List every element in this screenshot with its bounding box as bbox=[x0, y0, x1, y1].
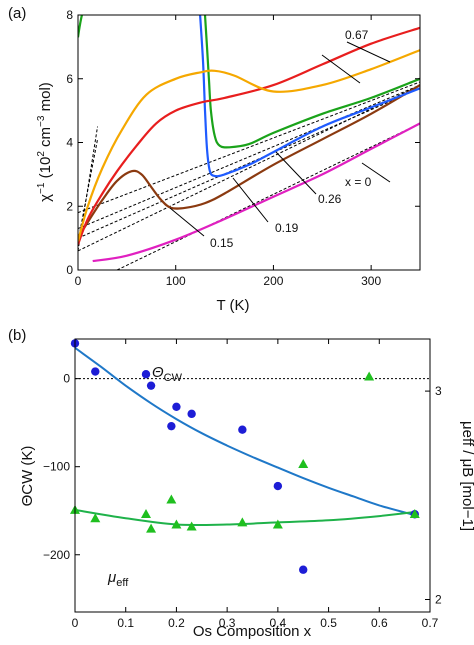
b-xtick-label: 0.4 bbox=[270, 616, 287, 630]
curie-weiss-fit-line-1 bbox=[78, 87, 420, 239]
a-xtick-label: 200 bbox=[263, 274, 283, 288]
panel-b-ylabel-right: μeff / μB [mol−1] bbox=[459, 421, 474, 531]
theta-cw-point bbox=[187, 409, 196, 419]
curve-0.19 bbox=[199, 15, 420, 178]
panel-a-ticks: 0 100 200 300 0 2 4 6 8 bbox=[66, 8, 420, 288]
mu-eff-point bbox=[166, 494, 177, 504]
theta-cw-point bbox=[91, 367, 100, 376]
curve-x-0 bbox=[92, 122, 420, 263]
a-ytick-label: 4 bbox=[66, 136, 73, 150]
mu-eff-point bbox=[90, 513, 101, 523]
panel-a-fit-lines bbox=[78, 81, 420, 270]
panel-a: (a) 0 100 200 300 0 2 4 6 8 0.67 0.26 0.19 0.15 … bbox=[8, 5, 421, 314]
label-0.45: 0.67 bbox=[345, 28, 369, 42]
b-xtick-label: 0.5 bbox=[320, 616, 337, 630]
theta-cw-point bbox=[146, 381, 156, 390]
panel-a-curves bbox=[78, 15, 420, 263]
a-ytick-label: 2 bbox=[66, 199, 73, 213]
curie-weiss-fit-line-6 bbox=[78, 139, 99, 242]
leader-0.15 bbox=[169, 207, 205, 237]
theta-cw-point bbox=[238, 425, 247, 434]
leader-0.19 bbox=[232, 177, 269, 223]
panel-a-xlabel: T (K) bbox=[216, 297, 249, 314]
mu-eff-point bbox=[364, 371, 375, 381]
a-ytick-label: 0 bbox=[66, 263, 73, 277]
label-0.26: 0.26 bbox=[318, 192, 342, 206]
b-ytick-right-label: 2 bbox=[435, 592, 442, 606]
mu-eff-point bbox=[141, 509, 151, 519]
a-ytick-label: 6 bbox=[66, 72, 73, 86]
label-x0: x = 0 bbox=[345, 175, 372, 189]
b-xtick-label: 0.6 bbox=[371, 616, 388, 630]
mu-eff-point bbox=[409, 509, 420, 519]
panel-b-ticks: 0 0.1 0.2 0.3 0.4 0.5 0.6 0.7 0 −100 −200 2 3 bbox=[43, 339, 442, 630]
label-0.19: 0.19 bbox=[275, 221, 299, 235]
panel-a-label: (a) bbox=[8, 5, 26, 22]
a-xtick-label: 300 bbox=[361, 274, 381, 288]
a-xtick-label: 100 bbox=[166, 274, 186, 288]
panel-b-xlabel: Os Composition x bbox=[193, 623, 312, 640]
mu-eff-point bbox=[186, 521, 197, 531]
curie-weiss-fit-line-4 bbox=[116, 122, 420, 270]
b-xtick-label: 0 bbox=[72, 616, 79, 630]
b-ytick-left-label: −100 bbox=[43, 460, 70, 474]
a-xtick-label: 0 bbox=[75, 274, 82, 288]
curie-weiss-fit-line-2 bbox=[78, 84, 420, 230]
panel-a-frame bbox=[77, 14, 421, 271]
b-ytick-right-label: 3 bbox=[435, 384, 442, 398]
leader-x0 bbox=[361, 162, 391, 183]
mu-eff-label: μeff bbox=[107, 569, 129, 589]
theta-cw-point bbox=[273, 481, 283, 491]
b-xtick-label: 0.1 bbox=[117, 616, 134, 630]
panel-b-ylabel-left: ΘCW (K) bbox=[19, 446, 36, 507]
leader-0.45 bbox=[346, 41, 391, 63]
panel-b-frame bbox=[74, 338, 431, 613]
theta-cw-label: ΘCW bbox=[152, 364, 183, 384]
panel-a-annotations: 0.67 0.26 0.19 0.15 x = 0 bbox=[169, 28, 391, 250]
mu-eff-point bbox=[298, 459, 309, 469]
mu-eff-point bbox=[171, 519, 182, 529]
curve-0.45 bbox=[78, 49, 420, 242]
mu-eff-point bbox=[272, 519, 283, 529]
leader-0.67 bbox=[321, 54, 361, 84]
panel-b-points bbox=[70, 339, 420, 574]
panel-b: (b) 0 0.1 0.2 0.3 0.4 0.5 0.6 0.7 0 −100 −200 2 3 ΘC… bbox=[8, 327, 474, 640]
b-xtick-label: 0.7 bbox=[422, 616, 439, 630]
panel-b-fit-curves bbox=[75, 346, 416, 527]
leader-0.26 bbox=[275, 151, 317, 195]
b-ytick-left-label: −200 bbox=[43, 548, 70, 562]
theta-cw-point bbox=[172, 402, 181, 412]
mu-eff-fit-curve bbox=[75, 508, 415, 527]
curve-0.26 bbox=[203, 15, 420, 149]
mu-eff-point bbox=[237, 517, 248, 527]
theta-cw-point bbox=[167, 421, 176, 431]
b-xtick-label: 0.2 bbox=[168, 616, 185, 630]
a-ytick-label: 8 bbox=[66, 8, 73, 22]
theta-cw-fit-curve bbox=[75, 346, 416, 517]
mu-eff-point bbox=[146, 523, 157, 533]
curie-weiss-fit-line-3 bbox=[78, 81, 420, 214]
b-xtick-label: 0.3 bbox=[219, 616, 236, 630]
theta-cw-point bbox=[141, 370, 151, 379]
curve-0.15 bbox=[78, 84, 420, 239]
panel-b-label: (b) bbox=[8, 327, 26, 344]
curve-0.67 bbox=[78, 26, 420, 245]
curve-0.26-low-T bbox=[78, 15, 83, 38]
panel-a-ylabel: χ−1 (102 cm−3 mol) bbox=[36, 82, 54, 202]
label-0.15: 0.15 bbox=[210, 236, 234, 250]
b-ytick-left-label: 0 bbox=[63, 372, 70, 386]
theta-cw-point bbox=[299, 565, 308, 574]
